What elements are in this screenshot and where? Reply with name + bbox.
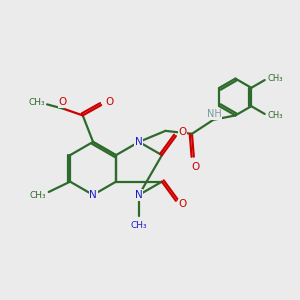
Text: O: O bbox=[191, 162, 200, 172]
Text: N: N bbox=[135, 137, 143, 147]
Text: CH₃: CH₃ bbox=[267, 74, 283, 83]
Text: CH₃: CH₃ bbox=[130, 221, 147, 230]
Text: O: O bbox=[178, 200, 187, 209]
Text: N: N bbox=[89, 190, 97, 200]
Text: NH: NH bbox=[207, 109, 221, 119]
Text: CH₃: CH₃ bbox=[267, 111, 283, 120]
Text: CH₃: CH₃ bbox=[29, 191, 46, 200]
Text: O: O bbox=[178, 127, 187, 137]
Text: O: O bbox=[105, 97, 113, 107]
Text: CH₃: CH₃ bbox=[28, 98, 45, 107]
Text: O: O bbox=[59, 97, 67, 107]
Text: N: N bbox=[135, 190, 143, 200]
